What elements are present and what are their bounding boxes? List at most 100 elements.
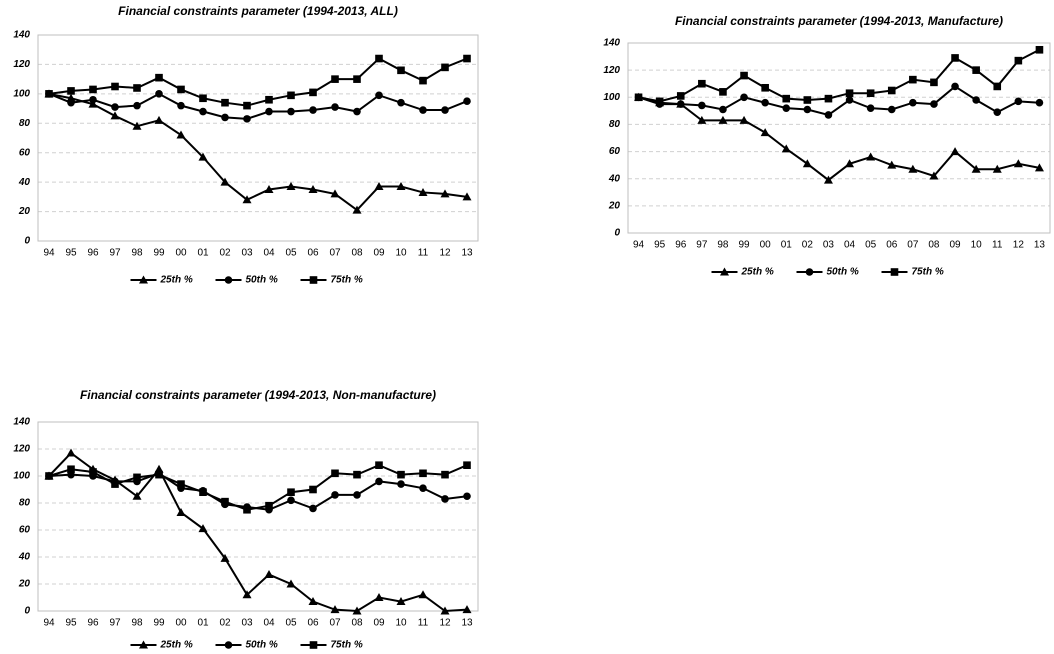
- data-point: [441, 470, 449, 479]
- x-tick-label: 98: [131, 248, 143, 259]
- data-point: [760, 128, 770, 137]
- data-point: [353, 75, 361, 83]
- x-tick-label: 13: [1034, 240, 1046, 251]
- data-point: [950, 147, 960, 156]
- x-tick-label: 12: [439, 248, 451, 259]
- y-tick-label: 20: [18, 579, 31, 590]
- data-point: [242, 195, 252, 204]
- x-tick-label: 94: [43, 248, 55, 259]
- data-point: [198, 524, 208, 533]
- data-point: [719, 105, 727, 114]
- x-tick-label: 96: [87, 248, 99, 259]
- data-point: [419, 106, 427, 114]
- data-point: [374, 182, 384, 191]
- data-point: [89, 468, 97, 476]
- data-point: [66, 448, 76, 457]
- x-tick-label: 00: [760, 240, 772, 251]
- data-point: [1035, 45, 1044, 54]
- x-tick-label: 12: [1013, 240, 1025, 251]
- data-point: [220, 177, 230, 186]
- series-line: [48, 92, 468, 212]
- data-point: [441, 106, 449, 114]
- data-point: [331, 103, 339, 111]
- data-point: [697, 115, 707, 124]
- data-point: [972, 96, 980, 104]
- data-point: [309, 485, 317, 494]
- data-point: [198, 152, 208, 161]
- x-tick-label: 08: [928, 240, 940, 251]
- x-tick-label: 94: [633, 240, 645, 251]
- data-point: [397, 480, 405, 488]
- data-point: [352, 205, 362, 214]
- y-tick-label: 40: [608, 173, 621, 184]
- legend-marker: [224, 276, 233, 284]
- data-point: [397, 98, 405, 107]
- data-point: [265, 107, 273, 116]
- data-point: [286, 182, 296, 191]
- data-point: [971, 164, 981, 173]
- data-point: [824, 111, 833, 119]
- x-tick-label: 03: [823, 240, 835, 251]
- x-tick-label: 99: [153, 248, 165, 259]
- data-point: [287, 91, 295, 100]
- data-point: [309, 504, 317, 513]
- data-point: [887, 105, 896, 114]
- data-point: [782, 94, 791, 103]
- data-point: [353, 470, 361, 479]
- x-tick-label: 06: [307, 618, 319, 629]
- data-point: [441, 63, 449, 72]
- x-tick-label: 94: [43, 618, 55, 629]
- x-tick-label: 10: [395, 618, 407, 629]
- x-tick-label: 00: [175, 248, 187, 259]
- data-point: [331, 75, 339, 83]
- data-point: [221, 113, 229, 122]
- x-tick-label: 13: [461, 248, 473, 259]
- data-point: [375, 54, 383, 63]
- data-point: [199, 94, 207, 103]
- x-tick-label: 08: [351, 618, 363, 629]
- y-tick-label: 0: [614, 228, 620, 239]
- data-point: [440, 606, 450, 615]
- x-tick-label: 11: [418, 618, 429, 629]
- data-point: [1035, 98, 1044, 107]
- data-point: [676, 100, 685, 108]
- data-point: [89, 85, 97, 94]
- data-point: [441, 495, 449, 503]
- data-point: [782, 104, 791, 112]
- x-tick-label: 02: [219, 248, 231, 259]
- x-tick-label: 03: [241, 618, 253, 629]
- x-tick-label: 02: [802, 240, 814, 251]
- data-point: [866, 104, 875, 112]
- data-point: [67, 87, 75, 95]
- data-point: [176, 507, 186, 516]
- data-point: [375, 461, 383, 469]
- data-point: [1014, 56, 1023, 65]
- data-point: [330, 605, 340, 614]
- data-point: [243, 101, 251, 110]
- y-tick-label: 20: [608, 200, 621, 211]
- data-point: [243, 115, 251, 123]
- y-tick-label: 60: [609, 146, 621, 157]
- legend-marker: [309, 276, 318, 284]
- data-point: [220, 553, 230, 562]
- x-tick-label: 06: [307, 248, 319, 259]
- data-point: [287, 496, 295, 505]
- data-point: [887, 160, 897, 169]
- data-point: [719, 88, 727, 96]
- data-point: [972, 66, 980, 74]
- data-point: [331, 491, 339, 499]
- x-tick-label: 98: [131, 618, 143, 629]
- y-tick-label: 60: [19, 147, 31, 158]
- data-point: [265, 95, 273, 104]
- x-tick-label: 95: [65, 248, 77, 259]
- data-point: [930, 78, 938, 87]
- x-tick-label: 08: [351, 248, 363, 259]
- data-point: [133, 84, 141, 92]
- x-tick-label: 09: [373, 248, 385, 259]
- data-point: [929, 171, 939, 180]
- data-point: [463, 492, 471, 501]
- data-point: [264, 570, 274, 579]
- data-point: [309, 88, 317, 97]
- y-tick-label: 140: [13, 417, 30, 428]
- plot-border: [37, 34, 479, 242]
